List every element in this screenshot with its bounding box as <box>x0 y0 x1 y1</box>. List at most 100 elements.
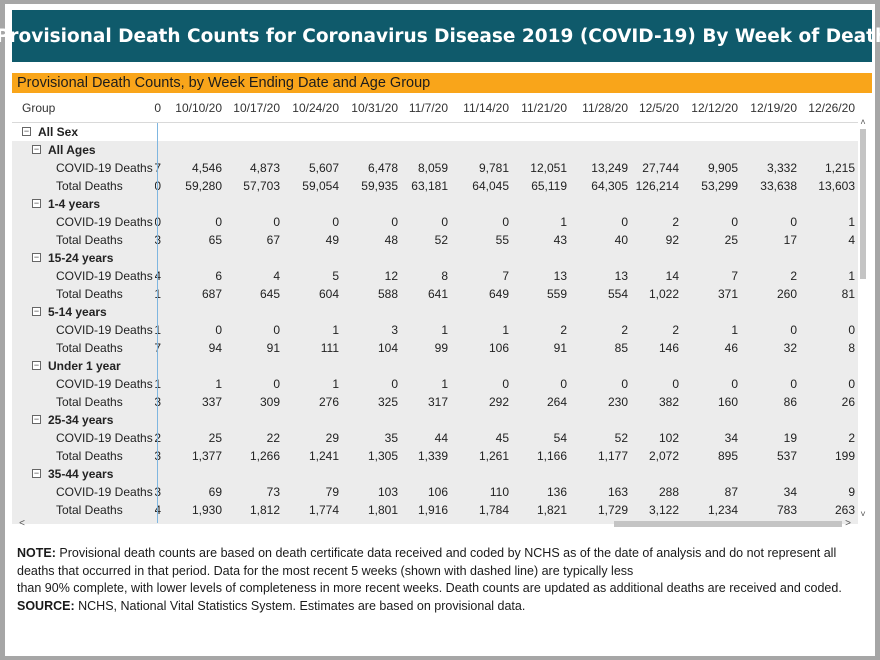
table-cell: 0 <box>621 377 628 391</box>
table-cell: 6,478 <box>367 161 398 175</box>
scroll-right-icon[interactable]: > <box>845 518 851 529</box>
table-cell: 783 <box>776 503 797 517</box>
table-row: COVID-19 Deaths 3 69 73 79 103 106 110 136 163 288… <box>12 483 858 501</box>
table-cell: 0 <box>672 377 679 391</box>
table-cell: 263 <box>834 503 855 517</box>
collapse-icon[interactable]: − <box>32 468 41 478</box>
age-group-row[interactable]: −15-24 years <box>12 249 858 267</box>
table-cell: 4 <box>848 233 855 247</box>
table-cell: 325 <box>377 395 398 409</box>
age-group-row[interactable]: − All Ages <box>12 141 858 159</box>
table-cell: 7 <box>502 269 509 283</box>
date-column-header[interactable]: 11/7/20 <box>408 101 448 115</box>
table-row: COVID-19 Deaths 1 0 0 1 3 1 1 2 2 2 1 0 0 <box>12 321 858 339</box>
collapse-icon[interactable]: − <box>32 144 41 154</box>
table-cell: 91 <box>266 341 280 355</box>
horizontal-scroll-thumb[interactable] <box>614 521 842 527</box>
table-cell: 27,744 <box>642 161 679 175</box>
table-cell: 2 <box>672 323 679 337</box>
table-cell: 59,054 <box>302 179 339 193</box>
sex-group-row[interactable]: − All Sex <box>12 123 858 141</box>
collapse-icon[interactable]: − <box>32 198 41 208</box>
measure-label: COVID-19 Deaths <box>56 215 153 229</box>
table-cell: 73 <box>266 485 280 499</box>
table-cell: 1,821 <box>536 503 567 517</box>
date-column-header[interactable]: 10/17/20 <box>233 101 280 115</box>
table-cell: 48 <box>384 233 398 247</box>
scroll-down-icon[interactable]: ˅ <box>860 509 866 519</box>
date-column-header[interactable]: 11/14/20 <box>463 101 509 115</box>
table-cell: 46 <box>724 341 738 355</box>
vertical-scroll-thumb[interactable] <box>860 129 866 279</box>
table-row: COVID-19 Deaths 2 25 22 29 35 44 45 54 52 102 34 19 2 <box>12 429 858 447</box>
table-row: COVID-19 Deaths 4 6 4 5 12 8 7 13 13 14 7 2 1 <box>12 267 858 285</box>
date-column-header[interactable]: 10/10/20 <box>175 101 222 115</box>
table-cell: 559 <box>546 287 567 301</box>
table-cell: 317 <box>427 395 448 409</box>
date-column-header[interactable]: 10/24/20 <box>292 101 339 115</box>
table-cell: 44 <box>434 431 448 445</box>
table-cell: 104 <box>377 341 398 355</box>
table-cell: 0 <box>441 215 448 229</box>
measure-label: COVID-19 Deaths <box>56 431 153 445</box>
table-cell: 0 <box>790 323 797 337</box>
date-column-header[interactable]: 11/28/20 <box>582 101 628 115</box>
table-cell: 9 <box>848 485 855 499</box>
collapse-icon[interactable]: − <box>32 414 41 424</box>
table-cell: 288 <box>658 485 679 499</box>
date-column-header[interactable]: 11/21/20 <box>521 101 567 115</box>
date-column-header[interactable]: 12/12/20 <box>691 101 738 115</box>
collapse-icon[interactable]: − <box>32 252 41 262</box>
table-cell: 1,774 <box>308 503 339 517</box>
table-cell: 0 <box>731 377 738 391</box>
table-cell: 337 <box>201 395 222 409</box>
source-text: SOURCE: NCHS, National Vital Statistics … <box>17 598 866 616</box>
vertical-scrollbar[interactable]: ˄ ˅ <box>858 117 868 519</box>
table-cell: 2 <box>790 269 797 283</box>
table-cell: 85 <box>614 341 628 355</box>
table-cell: 29 <box>325 431 339 445</box>
truncated-cell: 3 <box>155 449 161 463</box>
date-column-header[interactable]: 12/26/20 <box>808 101 855 115</box>
age-group-row[interactable]: −5-14 years <box>12 303 858 321</box>
collapse-icon[interactable]: − <box>22 126 31 136</box>
age-group-row[interactable]: −25-34 years <box>12 411 858 429</box>
truncated-cell: 0 <box>155 215 161 229</box>
horizontal-scrollbar[interactable]: < > <box>12 518 858 530</box>
table-cell: 0 <box>391 377 398 391</box>
collapse-icon[interactable]: − <box>32 306 41 316</box>
scroll-left-icon[interactable]: < <box>19 518 25 529</box>
table-cell: 35 <box>384 431 398 445</box>
table-cell: 1,261 <box>478 449 509 463</box>
table-cell: 59,280 <box>185 179 222 193</box>
table-cell: 8,059 <box>417 161 448 175</box>
table-cell: 1,305 <box>367 449 398 463</box>
scroll-up-icon[interactable]: ˄ <box>860 117 866 127</box>
table-cell: 13,603 <box>818 179 855 193</box>
truncated-column-header[interactable]: 0 <box>154 101 161 115</box>
table-cell: 54 <box>553 431 567 445</box>
table-cell: 26 <box>841 395 855 409</box>
note-body: Provisional death counts are based on de… <box>17 546 837 578</box>
age-group-row-partial[interactable] <box>12 519 858 524</box>
date-column-header[interactable]: 12/5/20 <box>638 101 679 115</box>
table-cell: 0 <box>273 377 280 391</box>
table-row: Total Deaths 3 337 309 276 325 317 292 264 230 382… <box>12 393 858 411</box>
age-group-row[interactable]: − Under 1 year <box>12 357 858 375</box>
group-label: 1-4 years <box>48 197 101 211</box>
table-cell: 14 <box>665 269 679 283</box>
table-cell: 0 <box>391 215 398 229</box>
age-group-row[interactable]: −35-44 years <box>12 465 858 483</box>
table-cell: 102 <box>658 431 679 445</box>
table-cell: 3,332 <box>766 161 797 175</box>
table-cell: 69 <box>208 485 222 499</box>
date-column-header[interactable]: 12/19/20 <box>750 101 797 115</box>
date-column-header[interactable]: 10/31/20 <box>351 101 398 115</box>
age-group-row[interactable]: −1-4 years <box>12 195 858 213</box>
table-cell: 13 <box>614 269 628 283</box>
table-cell: 0 <box>790 215 797 229</box>
group-column-header[interactable]: Group <box>22 101 56 115</box>
source-body: NCHS, National Vital Statistics System. … <box>74 598 526 613</box>
collapse-icon[interactable]: − <box>32 360 41 370</box>
table-cell: 371 <box>717 287 738 301</box>
